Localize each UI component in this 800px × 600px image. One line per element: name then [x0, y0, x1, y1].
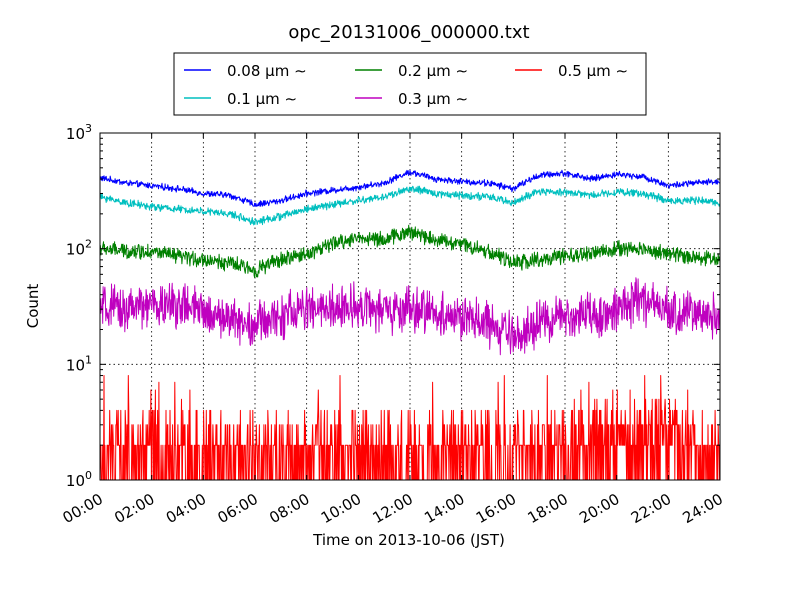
y-tick-label: 102: [66, 238, 92, 259]
chart-title: opc_20131006_000000.txt: [288, 22, 529, 43]
legend: 0.08 μm ∼ 0.1 μm ∼ 0.2 μm ∼ 0.3 μm ∼ 0.5 μm …: [173, 52, 647, 116]
legend-box: [173, 52, 647, 116]
series-line: [99, 375, 721, 481]
legend-label: 0.08 μm ∼: [227, 62, 307, 80]
x-tick-label: 10:00: [318, 490, 364, 527]
series-line: [99, 224, 721, 279]
x-tick-label: 02:00: [111, 490, 157, 527]
y-tick-labels: 100 101 102 103: [66, 122, 92, 490]
y-axis-label: Count: [24, 284, 42, 329]
legend-label: 0.5 μm ∼: [558, 62, 628, 80]
x-axis-label: Time on 2013-10-06 (JST): [312, 531, 505, 549]
legend-label: 0.2 μm ∼: [398, 62, 468, 80]
series-line: [99, 185, 721, 226]
x-tick-label: 22:00: [628, 490, 674, 527]
legend-label: 0.1 μm ∼: [227, 90, 297, 108]
x-tick-label: 06:00: [215, 490, 261, 527]
series-line: [99, 277, 721, 356]
series-layer: [99, 169, 721, 481]
x-tick-label: 14:00: [421, 490, 467, 527]
x-tick-label: 16:00: [473, 490, 519, 527]
series-line: [99, 169, 721, 207]
legend-label: 0.3 μm ∼: [398, 90, 468, 108]
y-tick-label: 100: [66, 469, 92, 490]
x-tick-label: 08:00: [266, 490, 312, 527]
x-tick-label: 18:00: [525, 490, 571, 527]
x-tick-label: 20:00: [576, 490, 622, 527]
ticks: [99, 132, 721, 481]
x-tick-label: 12:00: [370, 490, 416, 527]
y-tick-label: 101: [66, 353, 92, 374]
x-tick-label: 00:00: [60, 490, 106, 527]
x-tick-label: 04:00: [163, 490, 209, 527]
x-tick-label: 24:00: [680, 490, 726, 527]
x-tick-labels: 00:00 02:00 04:00 06:00 08:00 10:00 12:00 14:00…: [60, 490, 726, 527]
y-tick-label: 103: [66, 122, 92, 143]
